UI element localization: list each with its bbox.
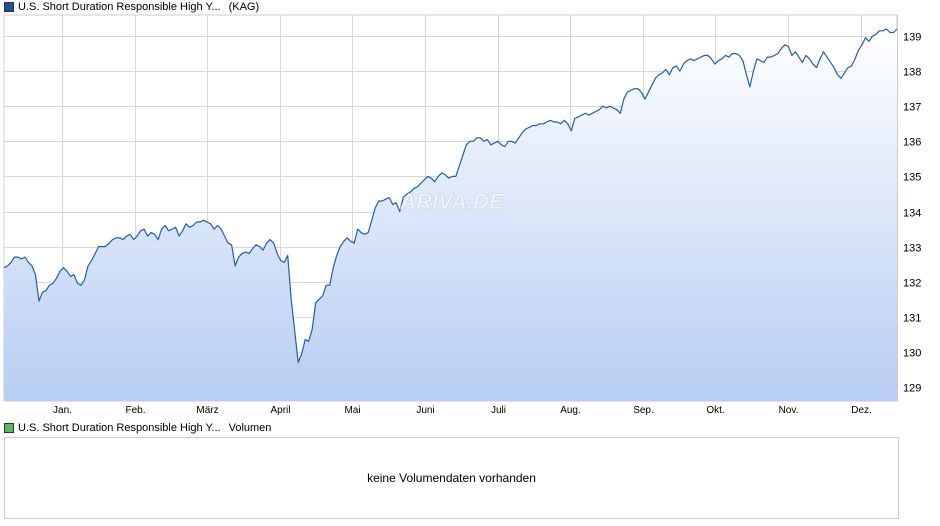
x-tick-label: Nov. [779, 405, 799, 416]
y-tick-label: 136 [903, 137, 921, 149]
y-tick-label: 137 [903, 102, 921, 114]
x-tick-label: Aug. [560, 405, 581, 416]
x-tick-label: April [270, 405, 290, 416]
price-chart[interactable]: 129 130 131 132 133 134 135 136 137 138 139 Jan. Feb… [0, 0, 940, 420]
y-tick-label: 133 [903, 243, 921, 255]
legend-volume-series: U.S. Short Duration Responsible High Y..… [4, 422, 271, 434]
legend-price-series: U.S. Short Duration Responsible High Y..… [4, 1, 259, 13]
legend-volume-name: U.S. Short Duration Responsible High Y..… [18, 422, 221, 434]
legend-price-swatch [4, 2, 14, 12]
x-tick-label: Feb. [125, 405, 145, 416]
y-tick-label: 129 [903, 383, 921, 395]
x-tick-label: Mai [344, 405, 360, 416]
x-tick-label: Jan. [53, 405, 72, 416]
price-area-fill [4, 29, 897, 401]
watermark-logo: ARIVA.DE [399, 189, 505, 214]
x-tick-label: Juli [491, 405, 506, 416]
volume-panel: keine Volumendaten vorhanden [4, 437, 899, 519]
y-tick-label: 138 [903, 67, 921, 79]
x-tick-label: Juni [416, 405, 434, 416]
y-tick-label: 131 [903, 313, 921, 325]
x-tick-label: Dez. [851, 405, 872, 416]
y-tick-label: 135 [903, 172, 921, 184]
x-tick-label: März [196, 405, 218, 416]
y-tick-label: 130 [903, 348, 921, 360]
x-tick-label: Sep. [633, 405, 654, 416]
x-tick-label: Okt. [706, 405, 724, 416]
price-line [3, 28, 898, 363]
legend-volume-suffix: Volumen [228, 422, 272, 434]
y-tick-label: 132 [903, 278, 921, 290]
legend-price-name: U.S. Short Duration Responsible High Y..… [18, 1, 221, 13]
legend-volume-swatch [4, 423, 14, 433]
y-tick-label: 134 [903, 208, 921, 220]
y-tick-label: 139 [903, 32, 921, 44]
legend-price-suffix: (KAG) [228, 1, 260, 13]
no-volume-message: keine Volumendaten vorhanden [367, 471, 536, 485]
